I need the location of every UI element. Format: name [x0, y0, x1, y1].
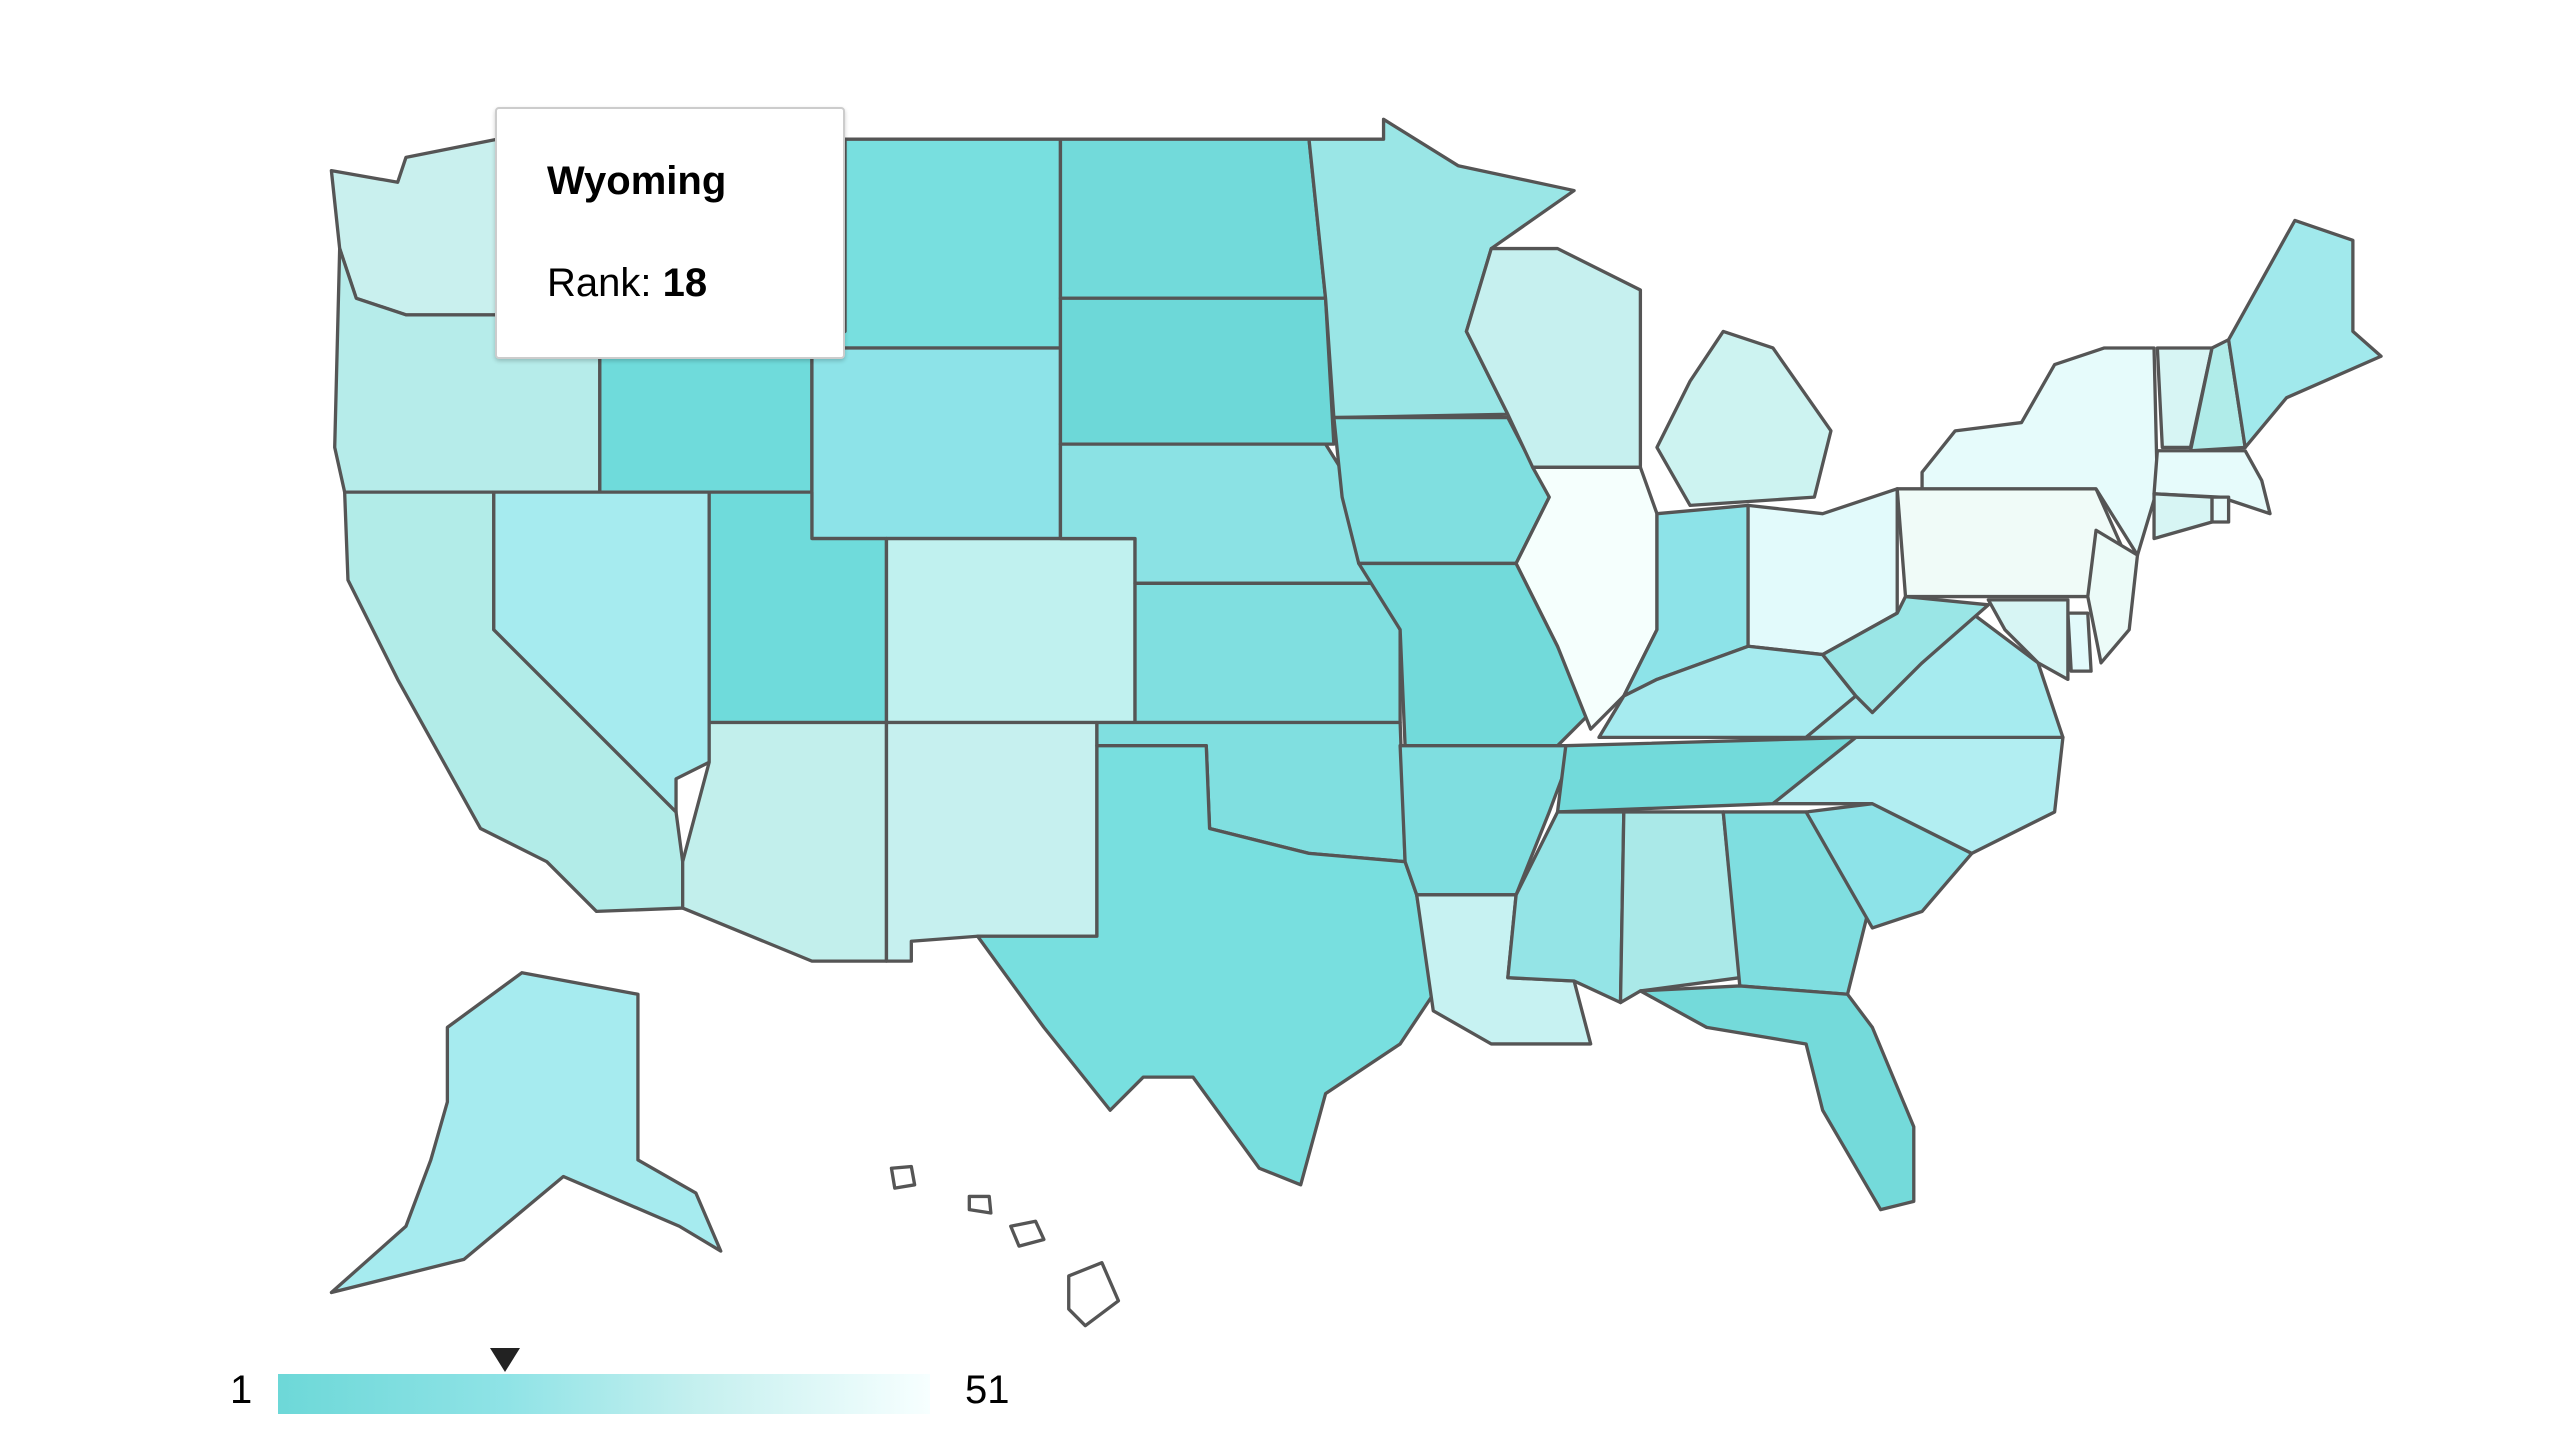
state-arizona[interactable] — [681, 720, 889, 963]
legend-min-label: 1 — [230, 1368, 253, 1412]
state-new-mexico[interactable] — [884, 720, 1099, 963]
state-tooltip: Wyoming Rank: 18 — [495, 107, 845, 359]
state-delaware[interactable] — [2066, 611, 2093, 673]
state-montana[interactable] — [810, 137, 1063, 350]
state-texas[interactable] — [975, 744, 1435, 1187]
state-colorado[interactable] — [884, 536, 1137, 725]
state-maryland[interactable] — [1986, 598, 2070, 682]
state-west-virginia[interactable] — [1820, 594, 1991, 715]
state-new-jersey[interactable] — [2086, 528, 2140, 665]
state-north-dakota[interactable] — [1058, 137, 1328, 300]
tooltip-rank-label: Rank: — [547, 261, 652, 305]
state-hawaii[interactable] — [889, 1164, 1121, 1328]
legend-color-bar — [278, 1374, 930, 1414]
state-rhode-island[interactable] — [2210, 495, 2231, 524]
state-wyoming[interactable] — [810, 346, 1063, 541]
state-alabama[interactable] — [1618, 810, 1742, 1005]
legend-max-label: 51 — [965, 1368, 1010, 1412]
state-connecticut[interactable] — [2152, 492, 2214, 541]
tooltip-state-name: Wyoming — [547, 159, 727, 203]
state-maine[interactable] — [2226, 218, 2383, 450]
state-washington[interactable] — [329, 137, 499, 317]
state-florida[interactable] — [1638, 984, 1916, 1212]
state-michigan[interactable] — [1655, 329, 1833, 508]
state-new-york[interactable] — [1920, 346, 2160, 557]
state-iowa[interactable] — [1332, 415, 1551, 566]
tooltip-rank: Rank: 18 — [547, 261, 707, 306]
state-alaska[interactable] — [329, 971, 723, 1295]
tooltip-rank-value: 18 — [662, 261, 708, 305]
state-illinois[interactable] — [1514, 465, 1659, 731]
legend-marker-icon — [490, 1348, 520, 1372]
state-south-dakota[interactable] — [1058, 296, 1336, 446]
state-kansas[interactable] — [1133, 581, 1402, 725]
